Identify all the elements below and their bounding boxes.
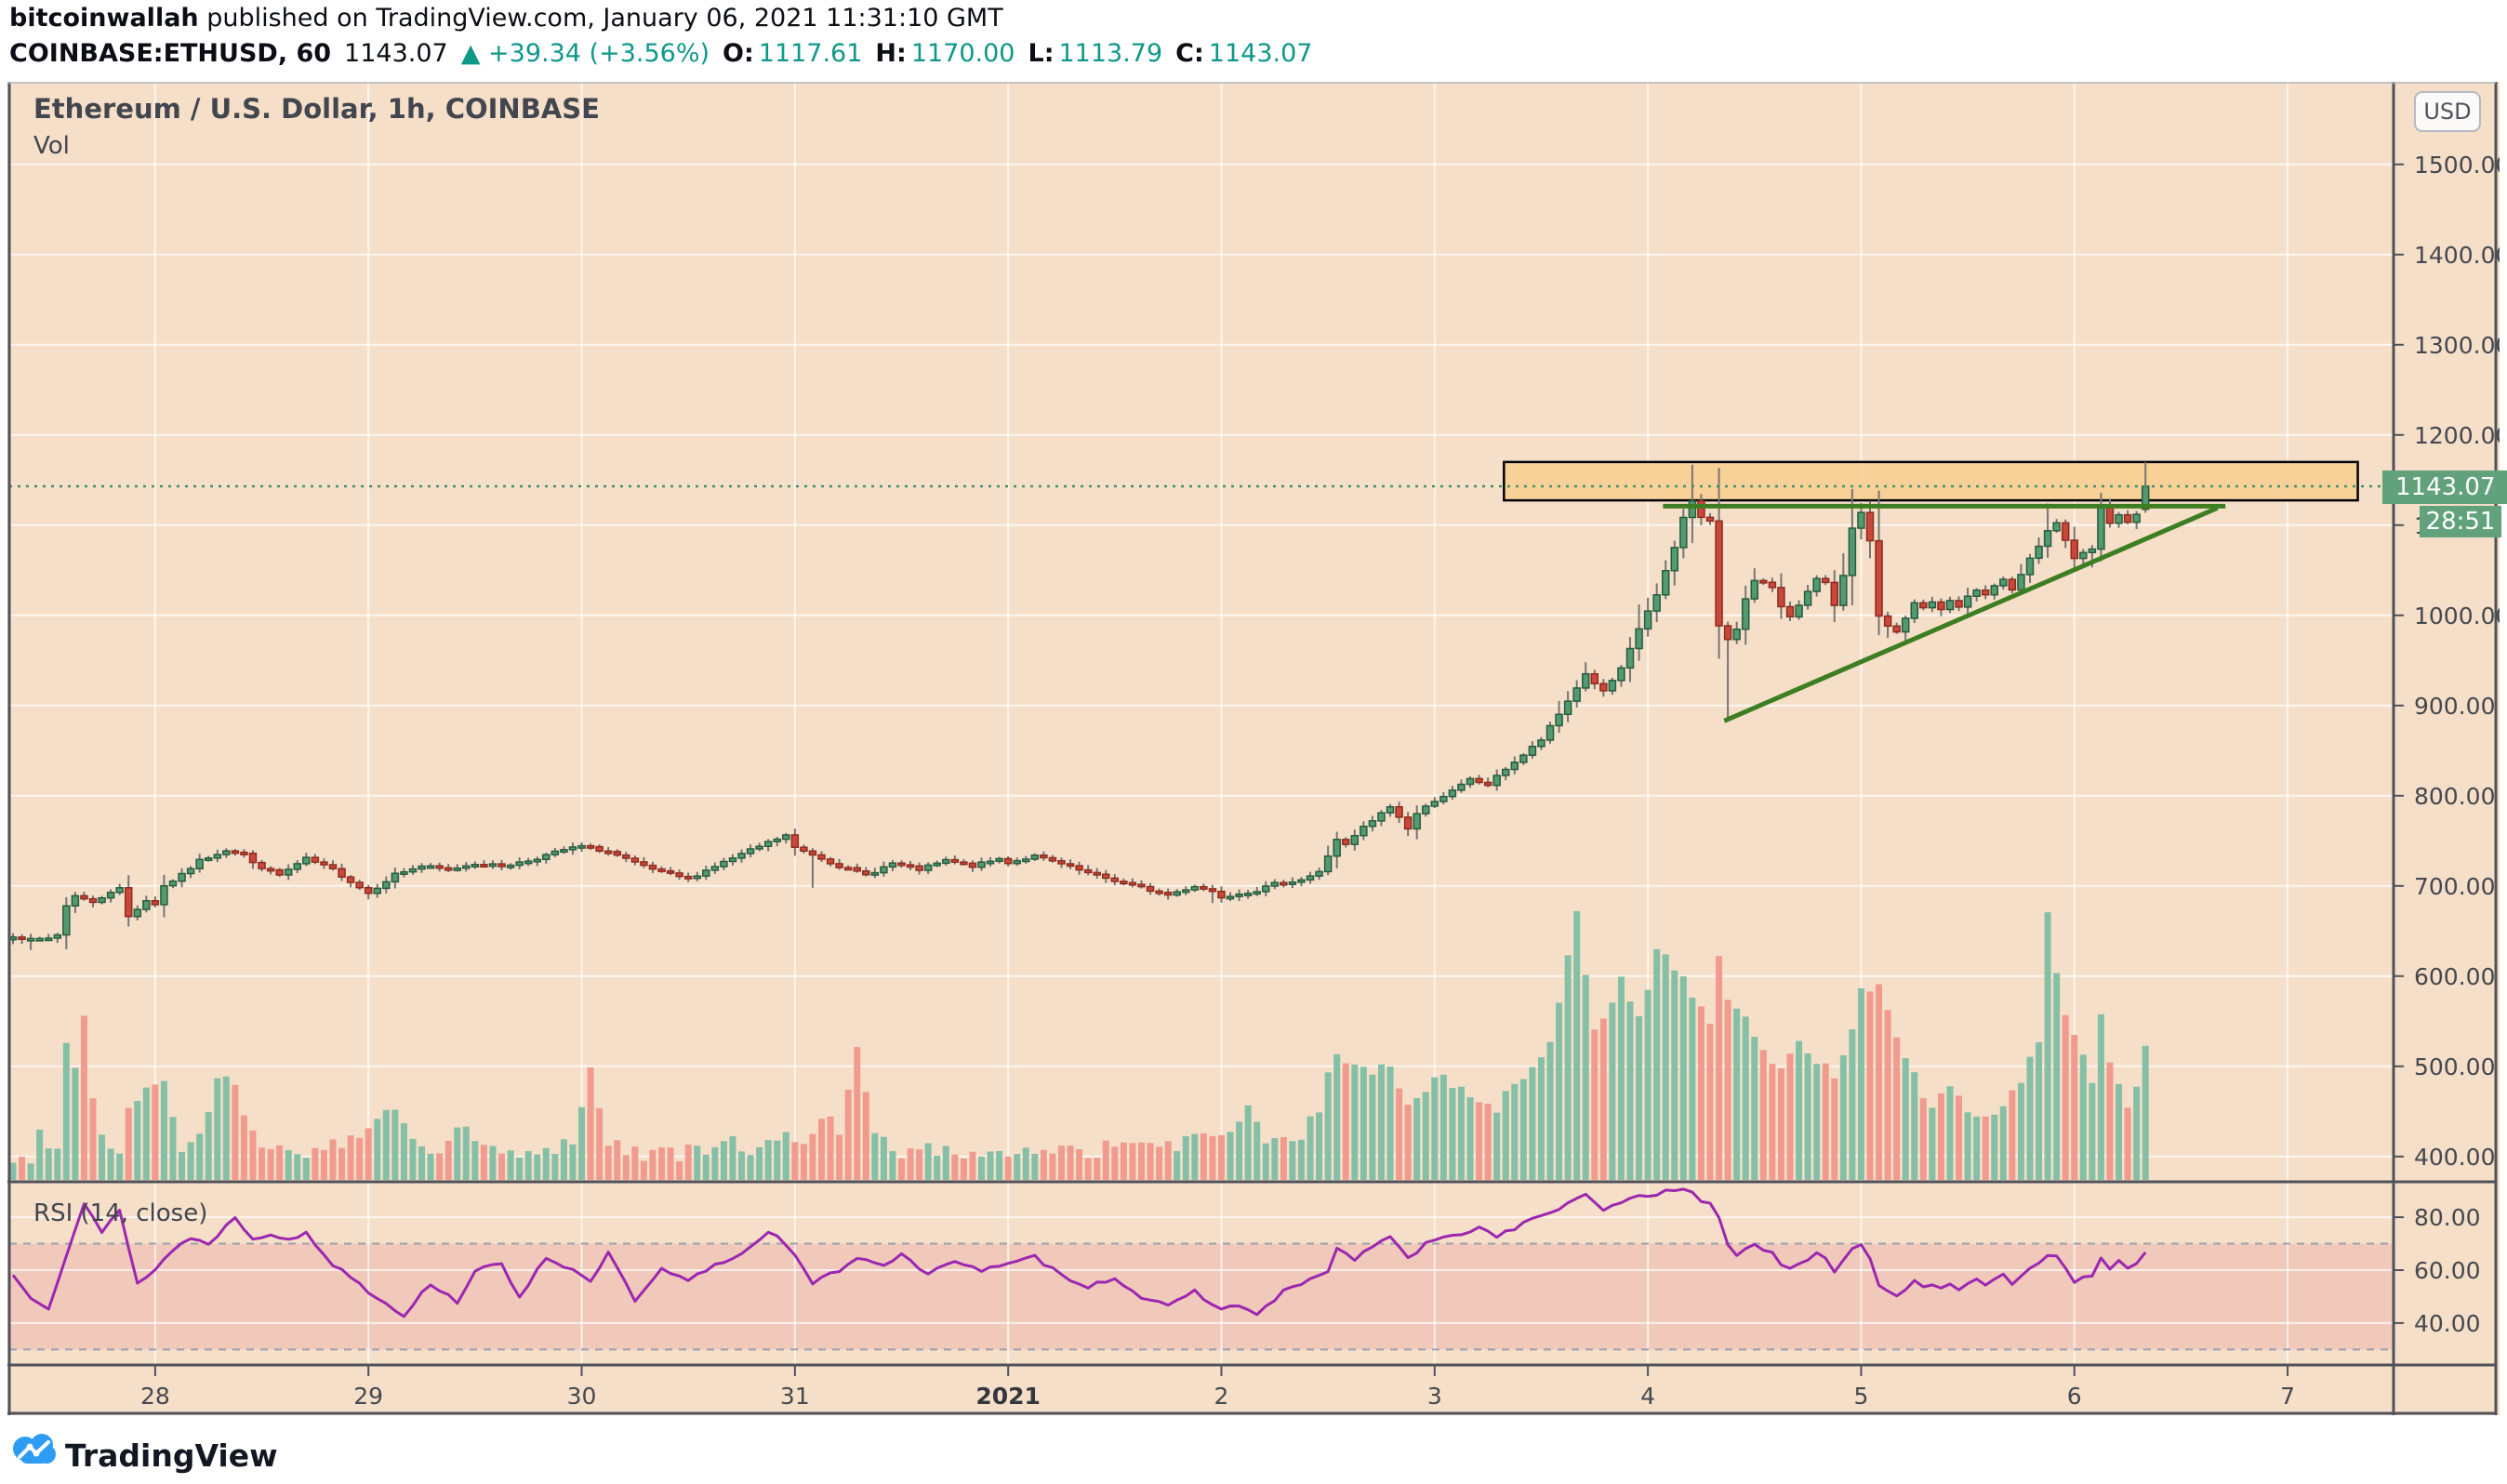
- close-value: C: 1143.07: [1175, 39, 1313, 68]
- price-axis-label: 600.00: [2414, 963, 2495, 990]
- time-axis-label: 7: [2280, 1383, 2295, 1410]
- price-axis-label: 900.00: [2414, 693, 2495, 720]
- last-price: 1143.07: [344, 39, 448, 68]
- time-axis-label: 4: [1640, 1383, 1655, 1410]
- bar-countdown-badge: 28:51: [2420, 506, 2501, 537]
- volume-indicator-label: Vol: [33, 132, 70, 160]
- price-axis-label: 1000.00: [2414, 603, 2500, 629]
- time-axis-label: 5: [1853, 1383, 1868, 1410]
- tradingview-logo-icon[interactable]: [11, 1428, 60, 1475]
- price-axis-label: 700.00: [2414, 873, 2495, 900]
- publish-info-line: bitcoinwallah published on TradingView.c…: [9, 4, 1003, 33]
- chart-canvas[interactable]: 1500.001400.001300.001200.001100.001000.…: [7, 82, 2507, 1415]
- price-axis-label: 1500.00: [2414, 152, 2500, 179]
- rsi-indicator-label: RSI (14, close): [33, 1199, 208, 1227]
- time-axis-label: 31: [780, 1383, 810, 1410]
- time-axis-label: 6: [2067, 1383, 2082, 1410]
- candlestick-series: [8, 461, 2150, 950]
- time-axis-label: 2021: [975, 1383, 1041, 1410]
- ascending-trendline-drawing[interactable]: [1723, 506, 2219, 723]
- price-axis-label: 1200.00: [2414, 422, 2500, 449]
- price-axis-label: 500.00: [2414, 1053, 2495, 1080]
- chart-background: [7, 82, 2500, 1415]
- time-axis-label: 28: [140, 1383, 170, 1410]
- rsi-line: [11, 1187, 2147, 1318]
- price-axis-label: 1400.00: [2414, 242, 2500, 269]
- rsi-axis-label: 60.00: [2414, 1257, 2481, 1284]
- currency-toggle-button[interactable]: USD: [2414, 91, 2481, 132]
- author-name: bitcoinwallah: [9, 4, 199, 33]
- current-price-badge: 1143.07: [2382, 470, 2507, 504]
- time-axis-label: 30: [567, 1383, 597, 1410]
- price-axis-label: 1300.00: [2414, 332, 2500, 359]
- supply-zone-drawing: [1503, 460, 2359, 502]
- volume-series: [9, 910, 2149, 1180]
- time-axis-label: 2: [1214, 1383, 1229, 1410]
- high-value: H: 1170.00: [875, 39, 1015, 68]
- price-axis-label: 800.00: [2414, 783, 2495, 810]
- symbol-info-line: COINBASE:ETHUSD, 60 1143.07 ▲ +39.34 (+3…: [9, 39, 1312, 68]
- tradingview-brand-text[interactable]: TradingView: [65, 1438, 278, 1474]
- price-axis-label: 400.00: [2414, 1144, 2495, 1171]
- rsi-axis-label: 40.00: [2414, 1310, 2481, 1337]
- time-axis-label: 29: [353, 1383, 383, 1410]
- chart-title: Ethereum / U.S. Dollar, 1h, COINBASE: [33, 93, 600, 125]
- rsi-axis-label: 80.00: [2414, 1204, 2481, 1231]
- symbol-name: COINBASE:ETHUSD, 60: [9, 39, 332, 68]
- time-axis-label: 3: [1427, 1383, 1442, 1410]
- low-value: L: 1113.79: [1028, 39, 1163, 68]
- price-change: ▲ +39.34 (+3.56%): [460, 39, 710, 68]
- publish-info-text: published on TradingView.com, January 06…: [198, 4, 1003, 33]
- chart-widget: 1500.001400.001300.001200.001100.001000.…: [7, 82, 2507, 1415]
- open-value: O: 1117.61: [723, 39, 863, 68]
